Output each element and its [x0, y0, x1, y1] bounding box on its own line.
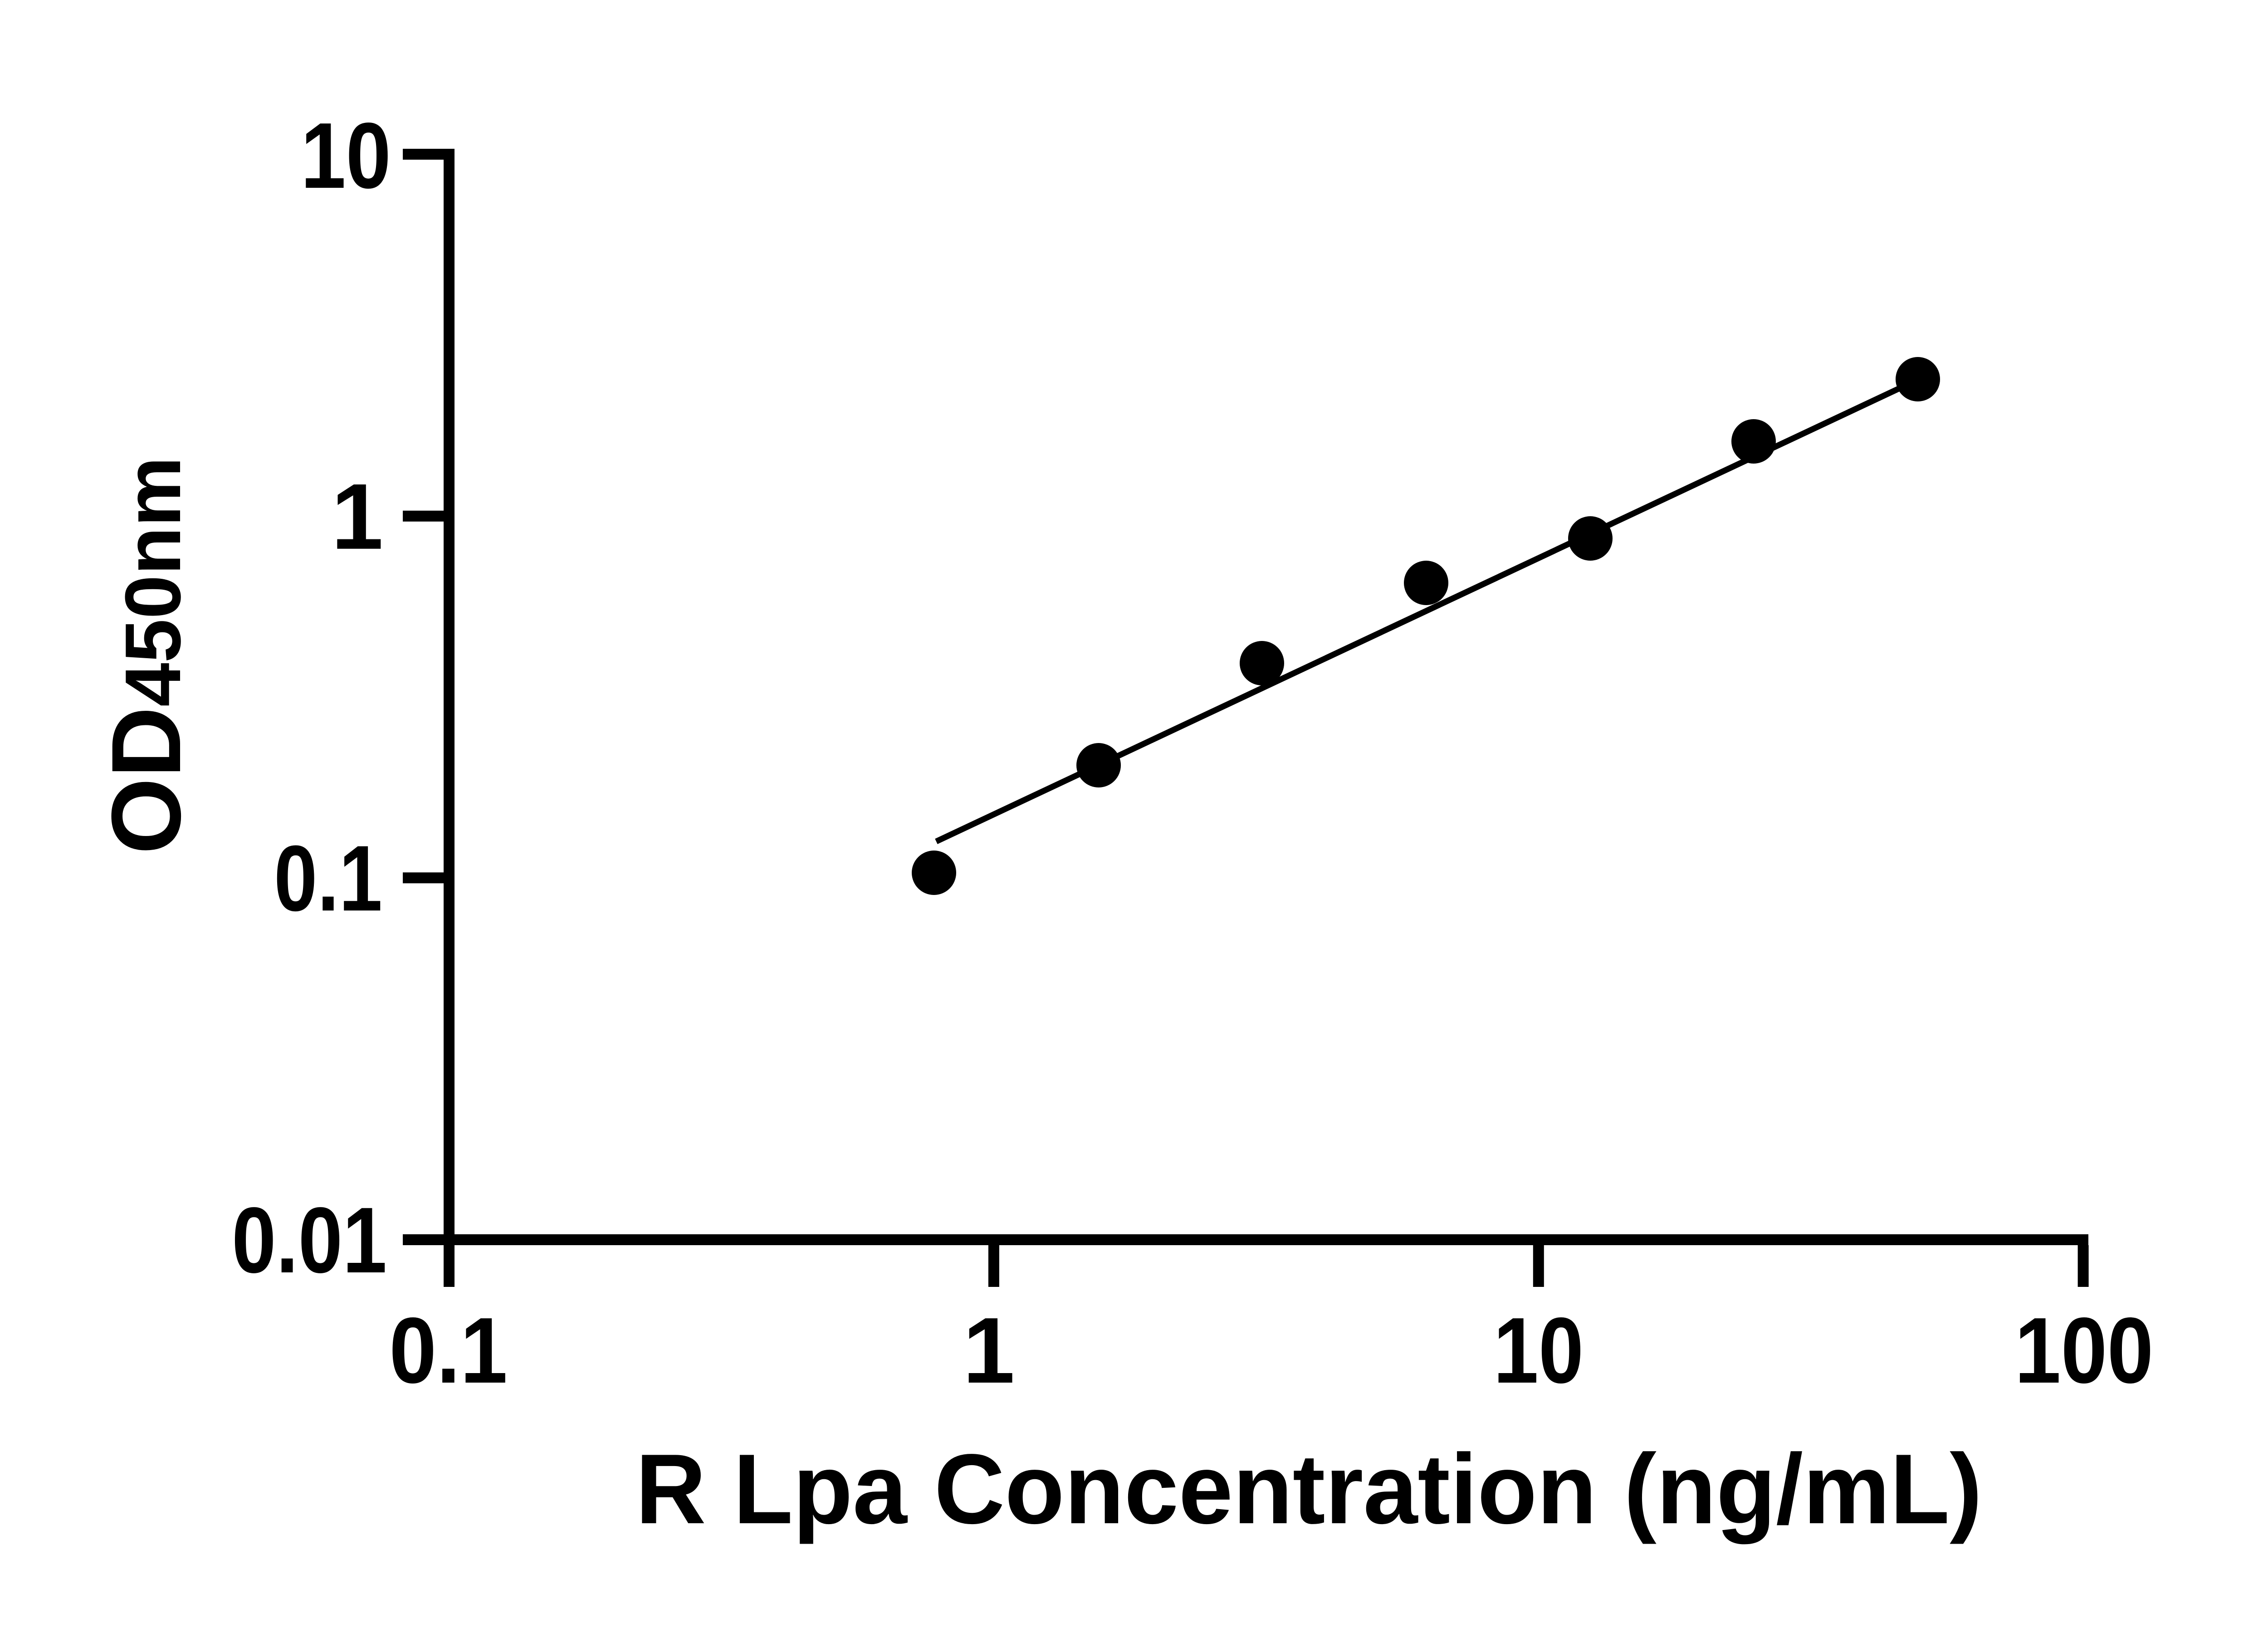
- svg-text:1: 1: [331, 464, 383, 569]
- svg-text:10: 10: [1493, 1298, 1584, 1403]
- svg-text:10: 10: [301, 103, 391, 208]
- svg-text:0.1: 0.1: [274, 826, 382, 930]
- svg-text:R Lpa Concentration (ng/mL): R Lpa Concentration (ng/mL): [635, 1434, 1982, 1545]
- svg-text:0.1: 0.1: [389, 1298, 508, 1403]
- svg-text:0.01: 0.01: [232, 1188, 387, 1292]
- svg-text:100: 100: [2015, 1298, 2154, 1403]
- svg-text:OD450nm: OD450nm: [91, 457, 201, 855]
- svg-text:1: 1: [963, 1298, 1015, 1403]
